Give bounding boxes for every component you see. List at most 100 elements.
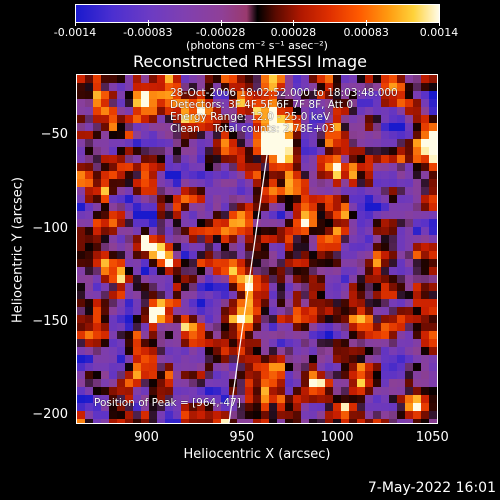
heatmap-cell <box>365 75 373 83</box>
heatmap-cell <box>109 219 117 227</box>
heatmap-cell <box>245 259 253 267</box>
heatmap-cell <box>173 331 181 339</box>
heatmap-cell <box>349 379 357 387</box>
heatmap-cell <box>269 139 277 147</box>
heatmap-cell <box>269 395 277 403</box>
heatmap-cell <box>109 291 117 299</box>
image-plot-area[interactable]: 28-Oct-2006 18:02:52.000 to 18:03:48.000… <box>76 74 438 424</box>
heatmap-cell <box>157 315 165 323</box>
heatmap-cell <box>429 323 437 331</box>
heatmap-cell <box>165 387 173 395</box>
heatmap-cell <box>77 363 85 371</box>
heatmap-cell <box>261 411 269 419</box>
heatmap-cell <box>157 259 165 267</box>
heatmap-cell <box>189 139 197 147</box>
heatmap-cell <box>357 251 365 259</box>
heatmap-cell <box>149 387 157 395</box>
heatmap-cell <box>205 347 213 355</box>
heatmap-cell <box>397 403 405 411</box>
heatmap-image <box>77 75 437 423</box>
heatmap-cell <box>373 363 381 371</box>
heatmap-cell <box>189 251 197 259</box>
heatmap-cell <box>325 331 333 339</box>
heatmap-cell <box>269 307 277 315</box>
heatmap-cell <box>357 171 365 179</box>
heatmap-cell <box>93 267 101 275</box>
heatmap-cell <box>125 243 133 251</box>
heatmap-cell <box>261 307 269 315</box>
heatmap-cell <box>429 131 437 139</box>
heatmap-cell <box>349 131 357 139</box>
heatmap-cell <box>333 387 341 395</box>
heatmap-cell <box>293 91 301 99</box>
heatmap-cell <box>133 243 141 251</box>
heatmap-cell <box>205 147 213 155</box>
heatmap-cell <box>293 83 301 91</box>
heatmap-cell <box>85 387 93 395</box>
heatmap-cell <box>237 139 245 147</box>
heatmap-cell <box>341 379 349 387</box>
heatmap-cell <box>405 91 413 99</box>
heatmap-cell <box>221 275 229 283</box>
heatmap-cell <box>261 323 269 331</box>
heatmap-cell <box>381 251 389 259</box>
heatmap-cell <box>125 123 133 131</box>
heatmap-cell <box>253 227 261 235</box>
heatmap-cell <box>93 371 101 379</box>
heatmap-cell <box>261 203 269 211</box>
heatmap-cell <box>109 259 117 267</box>
heatmap-cell <box>197 107 205 115</box>
heatmap-cell <box>141 419 149 423</box>
heatmap-cell <box>205 131 213 139</box>
heatmap-cell <box>341 115 349 123</box>
heatmap-cell <box>229 371 237 379</box>
heatmap-cell <box>397 211 405 219</box>
heatmap-cell <box>325 243 333 251</box>
heatmap-cell <box>413 227 421 235</box>
heatmap-cell <box>269 411 277 419</box>
heatmap-cell <box>253 275 261 283</box>
heatmap-cell <box>85 211 93 219</box>
heatmap-cell <box>269 203 277 211</box>
heatmap-cell <box>325 419 333 423</box>
heatmap-cell <box>317 259 325 267</box>
heatmap-cell <box>93 387 101 395</box>
heatmap-cell <box>133 355 141 363</box>
heatmap-cell <box>405 363 413 371</box>
heatmap-cell <box>421 371 429 379</box>
heatmap-cell <box>269 179 277 187</box>
heatmap-cell <box>117 107 125 115</box>
heatmap-cell <box>357 347 365 355</box>
heatmap-cell <box>173 371 181 379</box>
heatmap-cell <box>165 107 173 115</box>
heatmap-cell <box>237 355 245 363</box>
heatmap-cell <box>333 347 341 355</box>
heatmap-cell <box>85 235 93 243</box>
heatmap-cell <box>149 99 157 107</box>
heatmap-cell <box>341 291 349 299</box>
heatmap-cell <box>429 275 437 283</box>
heatmap-cell <box>429 219 437 227</box>
heatmap-cell <box>197 267 205 275</box>
heatmap-cell <box>237 219 245 227</box>
heatmap-cell <box>341 179 349 187</box>
heatmap-cell <box>357 307 365 315</box>
heatmap-cell <box>85 195 93 203</box>
heatmap-cell <box>269 339 277 347</box>
heatmap-cell <box>349 75 357 83</box>
heatmap-cell <box>205 331 213 339</box>
heatmap-cell <box>373 283 381 291</box>
heatmap-cell <box>365 115 373 123</box>
heatmap-cell <box>237 267 245 275</box>
heatmap-cell <box>277 195 285 203</box>
heatmap-cell <box>309 123 317 131</box>
heatmap-cell <box>117 227 125 235</box>
heatmap-cell <box>365 235 373 243</box>
heatmap-cell <box>213 291 221 299</box>
heatmap-cell <box>357 291 365 299</box>
heatmap-cell <box>429 251 437 259</box>
heatmap-cell <box>197 411 205 419</box>
heatmap-cell <box>277 115 285 123</box>
heatmap-cell <box>277 99 285 107</box>
heatmap-cell <box>309 235 317 243</box>
